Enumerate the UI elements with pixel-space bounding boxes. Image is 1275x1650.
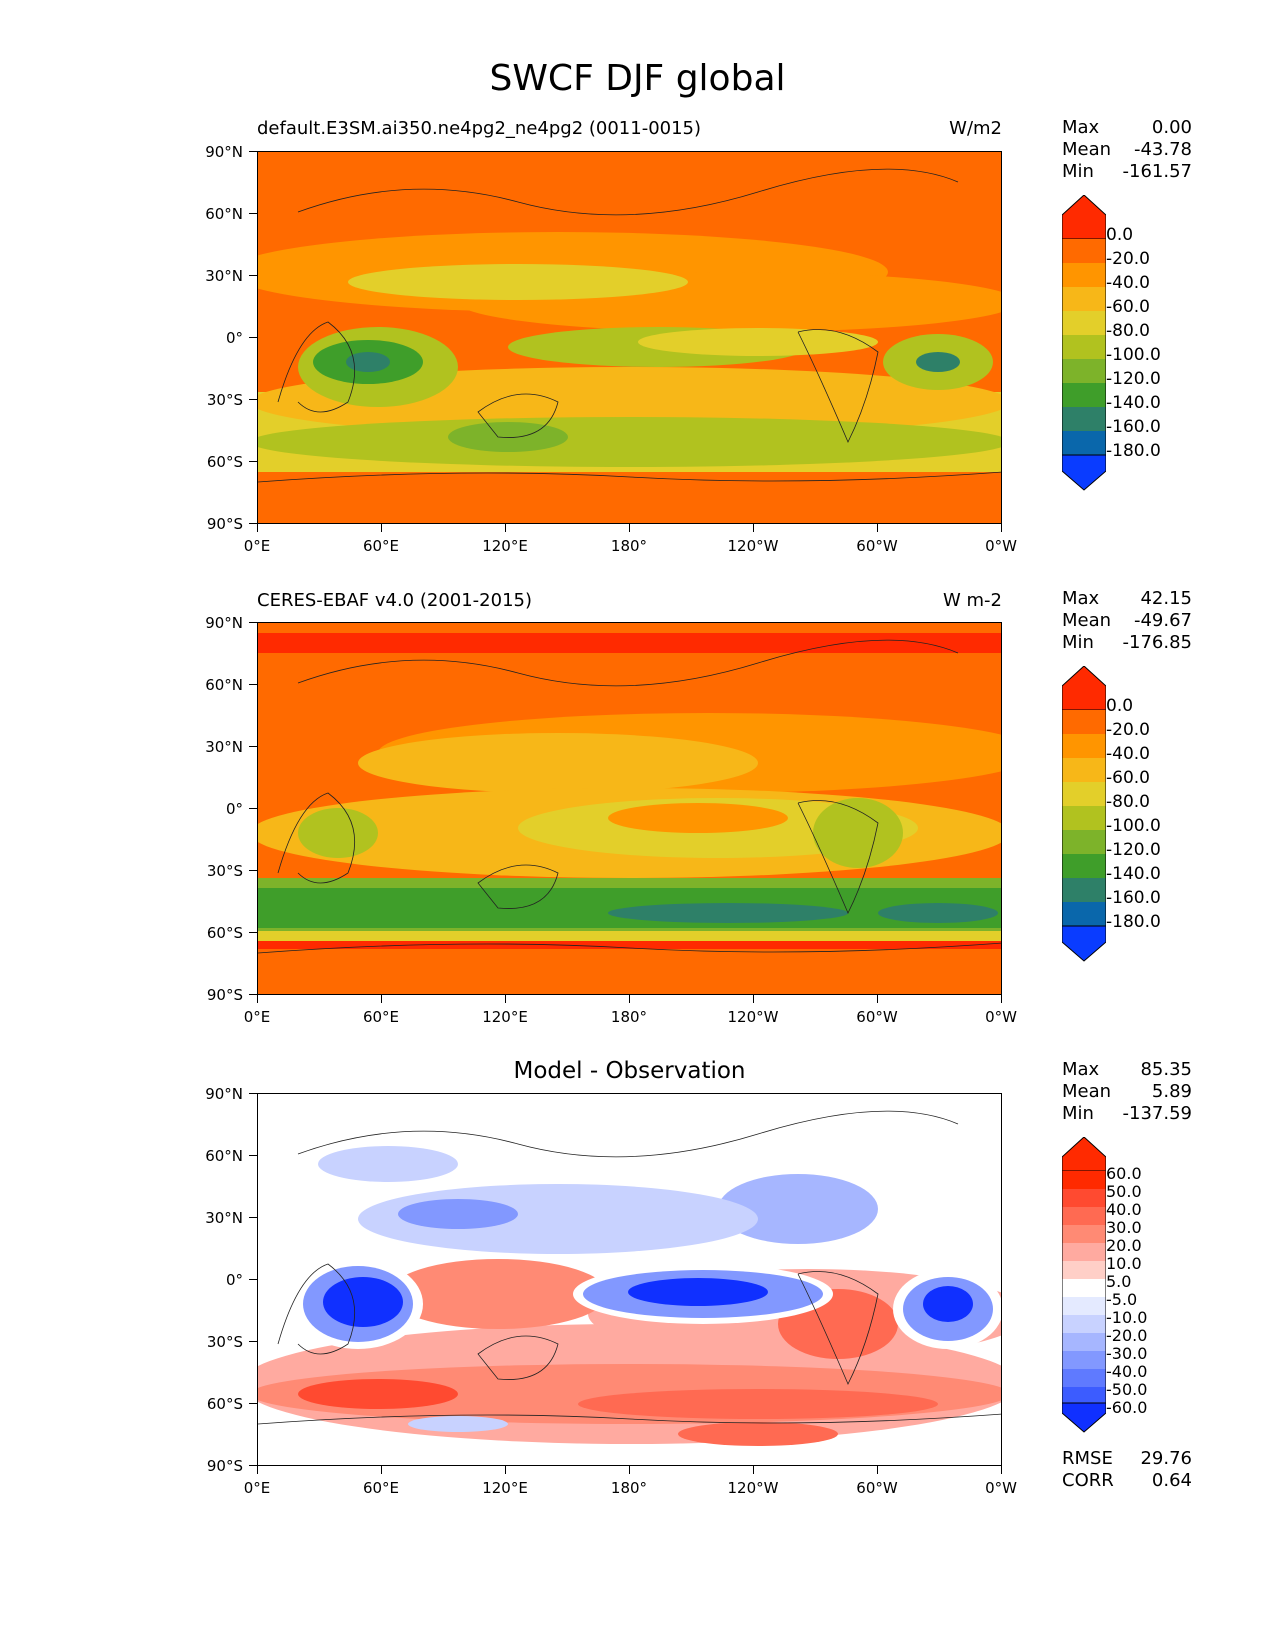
rmse-corr-box: RMSE 29.76 CORR 0.64: [1062, 1448, 1192, 1491]
colorbar-label: 30.0: [1106, 1218, 1142, 1237]
colorbar-label: -50.0: [1106, 1380, 1148, 1399]
model-field-map: [258, 152, 1001, 523]
colorbar-label: -60.0: [1106, 1398, 1148, 1417]
y-tick-label: 30°S: [206, 1333, 243, 1351]
colorbar-label: -160.0: [1106, 888, 1161, 908]
colorbar-label: -40.0: [1106, 273, 1150, 293]
panel-observation: CERES-EBAF v4.0 (2001-2015) W m-2: [0, 0, 1275, 1026]
y-tick-label: 30°N: [205, 1209, 243, 1227]
y-tick-label: 0°: [225, 1271, 243, 1289]
x-tick-label: 0°E: [243, 1479, 271, 1497]
colorbar: [1062, 666, 1106, 962]
x-tick-label: 120°E: [482, 1479, 528, 1497]
stats-box: Max 85.35 Mean 5.89 Min -137.59: [1062, 1059, 1192, 1124]
colorbar-label: -20.0: [1106, 720, 1150, 740]
colorbar-label: -120.0: [1106, 840, 1161, 860]
colorbar-label: -20.0: [1106, 1326, 1148, 1345]
x-tick-label: 120°W: [727, 537, 779, 555]
colorbar-label: -80.0: [1106, 321, 1150, 341]
x-tick-label: 120°W: [727, 1008, 779, 1026]
x-tick-label: 120°E: [482, 1008, 528, 1026]
figure-title: SWCF DJF global: [489, 58, 786, 99]
y-tick-label: 60°S: [206, 1395, 243, 1413]
y-tick-label: 60°S: [206, 453, 243, 471]
colorbar-label: -160.0: [1106, 417, 1161, 437]
colorbar-label: 0.0: [1106, 696, 1134, 716]
colorbar-label: 0.0: [1106, 225, 1134, 245]
y-tick-label: 90°S: [206, 515, 243, 533]
y-tick-label: 90°N: [205, 1085, 243, 1103]
x-tick-label: 60°W: [856, 1479, 898, 1497]
y-tick-label: 60°N: [205, 676, 243, 694]
panel-title: CERES-EBAF v4.0 (2001-2015): [257, 590, 533, 611]
x-tick-label: 0°W: [985, 1479, 1017, 1497]
x-tick-label: 180°: [610, 1008, 648, 1026]
x-tick-label: 0°E: [243, 1008, 271, 1026]
x-tick-label: 120°E: [482, 537, 528, 555]
map-difference: [257, 1093, 1002, 1466]
y-tick-label: 30°S: [206, 862, 243, 880]
colorbar-label: -140.0: [1106, 393, 1161, 413]
colorbar: [1062, 1137, 1106, 1433]
colorbar-label: 50.0: [1106, 1182, 1142, 1201]
y-tick-label: 90°N: [205, 614, 243, 632]
colorbar-label: 60.0: [1106, 1164, 1142, 1183]
colorbar-label: 40.0: [1106, 1200, 1142, 1219]
difference-field-map: [258, 1094, 1001, 1465]
y-tick-label: 90°N: [205, 143, 243, 161]
x-tick-label: 60°E: [362, 1479, 400, 1497]
colorbar-label: -40.0: [1106, 1362, 1148, 1381]
colorbar-label: -100.0: [1106, 345, 1161, 365]
x-tick-label: 180°: [610, 537, 648, 555]
x-tick-label: 120°W: [727, 1479, 779, 1497]
stats-box: Max 42.15 Mean -49.67 Min -176.85: [1062, 588, 1192, 653]
panel-model: default.E3SM.ai350.ne4pg2_ne4pg2 (0011-0…: [0, 0, 1275, 555]
x-tick-label: 0°W: [985, 1008, 1017, 1026]
y-tick-label: 30°N: [205, 267, 243, 285]
y-tick-label: 30°N: [205, 738, 243, 756]
map-model: [257, 151, 1002, 524]
y-tick-label: 30°S: [206, 391, 243, 409]
colorbar-label: -30.0: [1106, 1344, 1148, 1363]
x-tick-label: 60°W: [856, 537, 898, 555]
y-tick-label: 90°S: [206, 986, 243, 1004]
panel-title: Model - Observation: [513, 1058, 746, 1084]
colorbar-label: -180.0: [1106, 441, 1161, 461]
colorbar-label: -180.0: [1106, 912, 1161, 932]
colorbar-label: -20.0: [1106, 249, 1150, 269]
colorbar: [1062, 195, 1106, 491]
colorbar-label: -60.0: [1106, 297, 1150, 317]
colorbar-label: -80.0: [1106, 792, 1150, 812]
y-tick-label: 90°S: [206, 1457, 243, 1475]
x-tick-label: 180°: [610, 1479, 648, 1497]
colorbar-label: -60.0: [1106, 768, 1150, 788]
colorbar-label: 5.0: [1106, 1272, 1132, 1291]
colorbar-label: -5.0: [1106, 1290, 1138, 1309]
colorbar-label: -120.0: [1106, 369, 1161, 389]
y-tick-label: 60°N: [205, 205, 243, 223]
panel-difference: Model - Observation: [0, 0, 1275, 1497]
x-tick-label: 0°W: [985, 537, 1017, 555]
colorbar-label: -40.0: [1106, 744, 1150, 764]
colorbar-label: 10.0: [1106, 1254, 1142, 1273]
colorbar-label: -10.0: [1106, 1308, 1148, 1327]
y-tick-label: 0°: [225, 800, 243, 818]
panel-title: default.E3SM.ai350.ne4pg2_ne4pg2 (0011-0…: [257, 118, 702, 139]
colorbar-label: -100.0: [1106, 816, 1161, 836]
x-tick-label: 60°W: [856, 1008, 898, 1026]
panel-units: W m-2: [942, 590, 1002, 611]
y-tick-label: 0°: [225, 329, 243, 347]
y-tick-label: 60°S: [206, 924, 243, 942]
colorbar-label: 20.0: [1106, 1236, 1142, 1255]
x-tick-label: 60°E: [362, 1008, 400, 1026]
stats-box: Max 0.00 Mean -43.78 Min -161.57: [1062, 117, 1192, 182]
map-observation: [257, 622, 1002, 995]
panel-units: W/m2: [949, 118, 1002, 139]
observation-field-map: [258, 623, 1001, 994]
y-tick-label: 60°N: [205, 1147, 243, 1165]
x-tick-label: 0°E: [243, 537, 271, 555]
x-tick-label: 60°E: [362, 537, 400, 555]
colorbar-label: -140.0: [1106, 864, 1161, 884]
